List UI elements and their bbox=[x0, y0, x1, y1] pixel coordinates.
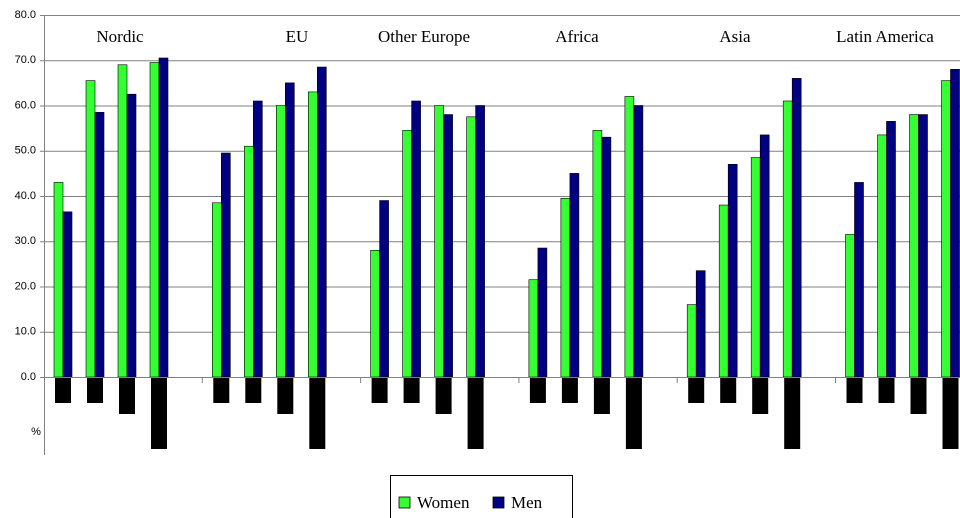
period-marker bbox=[213, 377, 230, 403]
y-tick-label: 10.0 bbox=[15, 326, 36, 338]
legend-box bbox=[390, 475, 573, 518]
period-marker bbox=[403, 377, 420, 403]
bar bbox=[221, 152, 231, 378]
bar bbox=[117, 64, 128, 378]
bar bbox=[275, 105, 286, 378]
period-marker bbox=[371, 377, 388, 403]
y-tick-label: 60.0 bbox=[15, 99, 36, 111]
legend-label: Men bbox=[511, 493, 543, 512]
period-marker bbox=[245, 377, 262, 403]
bar bbox=[601, 136, 612, 378]
bar bbox=[94, 111, 105, 378]
y-tick-label: 30.0 bbox=[15, 235, 36, 247]
period-marker bbox=[910, 377, 927, 414]
bar bbox=[759, 134, 770, 378]
bar bbox=[402, 130, 412, 378]
bar bbox=[560, 197, 571, 378]
y-tick-label: 80.0 bbox=[15, 9, 36, 21]
legend-label: Women bbox=[417, 493, 470, 512]
period-marker bbox=[561, 377, 578, 403]
y-tick-label: 20.0 bbox=[15, 280, 36, 292]
group-label: Nordic bbox=[96, 27, 144, 46]
bar bbox=[466, 116, 476, 378]
bar bbox=[569, 173, 580, 378]
bar bbox=[411, 100, 421, 378]
group-label: EU bbox=[286, 27, 309, 46]
group-label: Other Europe bbox=[378, 27, 470, 46]
bar bbox=[53, 182, 64, 378]
period-marker bbox=[277, 377, 294, 414]
y-tick-label: 50.0 bbox=[15, 145, 36, 157]
bar bbox=[782, 100, 793, 378]
bar bbox=[370, 250, 380, 378]
bar bbox=[918, 114, 928, 378]
legend-swatch bbox=[398, 496, 411, 509]
period-marker bbox=[688, 377, 705, 403]
bar bbox=[854, 182, 864, 378]
bar bbox=[253, 100, 263, 378]
period-marker bbox=[119, 377, 135, 414]
bar bbox=[886, 121, 896, 378]
bar bbox=[877, 134, 887, 378]
period-marker bbox=[435, 377, 452, 414]
bar bbox=[62, 211, 73, 378]
period-marker bbox=[529, 377, 546, 403]
bar bbox=[941, 80, 951, 378]
bar bbox=[592, 130, 603, 378]
period-marker bbox=[878, 377, 895, 403]
bar bbox=[909, 114, 919, 378]
period-marker bbox=[593, 377, 610, 414]
period-marker bbox=[87, 377, 103, 403]
bar bbox=[537, 247, 548, 378]
bar bbox=[624, 96, 635, 378]
bar bbox=[307, 91, 318, 378]
bar bbox=[718, 204, 729, 378]
bar bbox=[686, 304, 697, 378]
period-marker bbox=[151, 377, 167, 449]
bar bbox=[950, 69, 960, 378]
bar bbox=[379, 200, 389, 378]
period-marker bbox=[55, 377, 71, 403]
y-tick-label: 70.0 bbox=[15, 54, 36, 66]
bar bbox=[695, 270, 706, 378]
bar bbox=[284, 82, 295, 378]
bar bbox=[528, 279, 539, 378]
period-marker bbox=[942, 377, 959, 449]
bar bbox=[126, 93, 137, 378]
bar bbox=[727, 164, 738, 378]
bar bbox=[845, 234, 855, 378]
bar bbox=[791, 78, 802, 378]
group-label: Latin America bbox=[836, 27, 934, 46]
bar bbox=[212, 202, 222, 378]
period-marker bbox=[625, 377, 642, 449]
bar bbox=[434, 105, 444, 378]
bar bbox=[475, 105, 485, 378]
bar bbox=[244, 145, 254, 378]
bar bbox=[149, 62, 160, 378]
period-marker bbox=[846, 377, 863, 403]
bar bbox=[750, 157, 761, 378]
bar bbox=[316, 66, 327, 378]
period-marker bbox=[752, 377, 769, 414]
legend-swatch bbox=[492, 496, 505, 509]
bar bbox=[443, 114, 453, 378]
period-marker bbox=[720, 377, 737, 403]
period-marker bbox=[467, 377, 484, 449]
bar bbox=[85, 80, 96, 378]
y-tick-label: 0.0 bbox=[21, 371, 36, 383]
y-axis-label: % bbox=[31, 426, 41, 438]
period-marker bbox=[309, 377, 326, 449]
y-tick-label: 40.0 bbox=[15, 190, 36, 202]
period-marker bbox=[784, 377, 801, 449]
bar bbox=[158, 57, 169, 378]
group-label: Africa bbox=[555, 27, 599, 46]
bar bbox=[633, 105, 644, 378]
group-label: Asia bbox=[719, 27, 751, 46]
